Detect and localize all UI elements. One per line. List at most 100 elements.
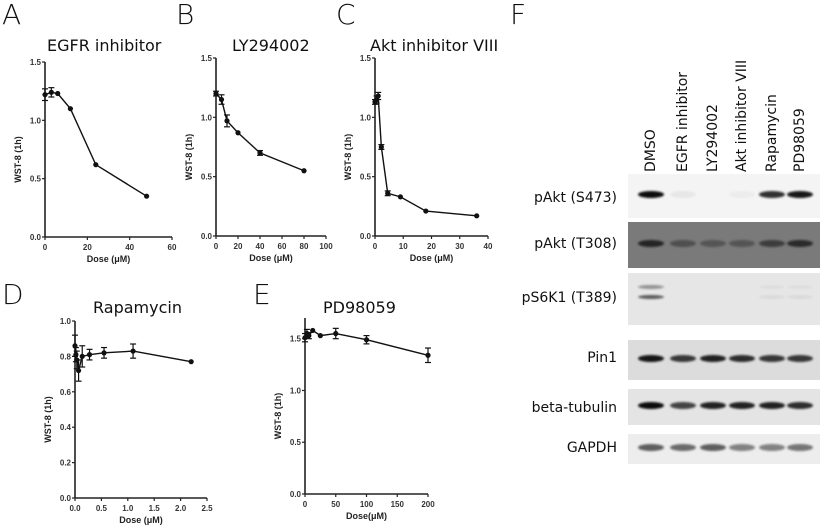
blot-band: [670, 443, 696, 451]
x-tick-label: 50: [331, 500, 340, 509]
y-tick-label: 0.0: [30, 233, 42, 242]
chart-c: 0 10 20 30 40 0.0 0.5 1.0 1.5 Dose (μM) WST-8 (1h): [343, 54, 493, 263]
x-tick-label: 2.5: [201, 504, 213, 513]
data-point: [257, 150, 263, 156]
data-point: [375, 93, 381, 99]
blot-row-label: pAkt (T308): [534, 236, 617, 252]
panel-letter-d: D: [2, 278, 24, 311]
blot-band: [759, 354, 785, 362]
blot-band: [670, 239, 696, 247]
data-point: [378, 144, 384, 150]
data-point: [213, 91, 219, 97]
blot-band: [638, 285, 664, 289]
panel-letter-a: A: [2, 0, 22, 31]
blot-strip: [628, 174, 820, 218]
blot-strip: [628, 222, 820, 268]
lane-label: EGFR inhibitor: [675, 71, 691, 172]
panel-letter-b: B: [176, 0, 195, 31]
data-line: [44, 91, 147, 197]
x-tick-label: 20: [83, 243, 92, 252]
x-tick-label: 40: [256, 242, 265, 251]
data-point: [423, 208, 429, 214]
y-tick-label: 0.5: [30, 175, 42, 184]
panel-title-d: Rapamycin: [93, 298, 182, 317]
x-tick-label: 60: [168, 243, 177, 252]
x-tick-label: 0: [373, 242, 378, 251]
blot-row-label: Pin1: [587, 350, 617, 366]
y-tick-label: 1.0: [30, 116, 42, 125]
y-tick-label: 0.0: [60, 494, 72, 503]
data-line: [374, 95, 477, 217]
blot-strip: [628, 434, 820, 464]
data-point: [144, 193, 150, 199]
blot-band: [729, 443, 755, 451]
data-point: [67, 106, 73, 112]
x-tick-label: 1.5: [149, 504, 161, 513]
chart-e: 0 50 100 150 200 0.0 0.5 1.0 1.5 Dose(μM) WST-8 (1…: [273, 318, 435, 521]
lane-label: Akt inhibitor VIII: [734, 59, 750, 172]
data-point: [363, 337, 370, 343]
y-axis-label: WST-8 (1h): [13, 136, 23, 183]
y-tick-label: 0.0: [290, 490, 302, 499]
blot-band: [729, 239, 755, 247]
blot-band: [787, 190, 813, 198]
blot-band: [729, 191, 755, 198]
x-tick-label: 0.5: [96, 504, 108, 513]
blot-band: [729, 354, 755, 362]
lane-label: Rapamycin: [764, 94, 780, 172]
y-tick-label: 0.2: [60, 459, 72, 468]
blot-band: [638, 190, 664, 198]
data-point: [474, 213, 480, 219]
blot-row-label: pAkt (S473): [533, 190, 617, 206]
panel-title-c: Akt inhibitor VIII: [370, 36, 499, 55]
blot-band: [759, 285, 785, 289]
data-point: [86, 352, 93, 358]
data-point: [75, 367, 82, 374]
blot-band: [670, 190, 696, 198]
blot-band: [638, 401, 664, 409]
data-point: [310, 327, 316, 334]
x-tick-label: 80: [300, 242, 309, 251]
y-tick-label: 0.8: [60, 352, 72, 361]
x-tick-label: 20: [234, 242, 243, 251]
x-tick-label: 20: [427, 242, 436, 251]
blot-band: [729, 401, 755, 409]
blot-band: [787, 239, 813, 247]
blot-band: [638, 354, 664, 362]
y-tick-label: 0.5: [360, 173, 372, 182]
x-tick-label: 60: [278, 242, 287, 251]
x-tick-label: 40: [125, 243, 134, 252]
blot-band: [670, 401, 696, 409]
blot-band: [787, 295, 813, 299]
data-point: [317, 333, 323, 339]
y-tick-label: 1.0: [290, 386, 302, 395]
x-axis-label: Dose (μM): [249, 253, 293, 263]
x-axis-label: Dose (μM): [87, 254, 131, 264]
panel-letter-e: E: [253, 278, 271, 311]
y-axis-label: WST-8 (1h): [43, 396, 53, 443]
chart-d: 0.0 0.5 1.0 1.5 2.0 2.5 0.0 0.2 0.4 0.6 0.8 1.0 Dose…: [43, 317, 213, 525]
x-axis-label: Dose (μM): [410, 253, 454, 263]
data-point: [306, 333, 312, 339]
data-point: [218, 96, 225, 103]
y-tick-label: 1.5: [201, 54, 213, 63]
x-tick-label: 0: [303, 500, 308, 509]
panel-title-b: LY294002: [232, 36, 310, 55]
blot-band: [638, 239, 664, 247]
panel-title-a: EGFR inhibitor: [47, 36, 162, 55]
y-tick-label: 0.5: [290, 438, 302, 447]
x-tick-label: 10: [399, 242, 408, 251]
lane-label: LY294002: [705, 104, 721, 172]
data-point: [333, 330, 339, 337]
blot-band: [638, 443, 664, 451]
y-tick-label: 0.4: [60, 423, 72, 432]
blot-band: [700, 239, 726, 247]
data-point: [385, 190, 391, 196]
data-point: [101, 350, 107, 356]
data-point: [73, 352, 79, 358]
y-tick-label: 1.5: [30, 58, 42, 67]
blot-band: [700, 443, 726, 451]
data-point: [397, 194, 404, 200]
panel-letter-f: F: [510, 0, 527, 31]
